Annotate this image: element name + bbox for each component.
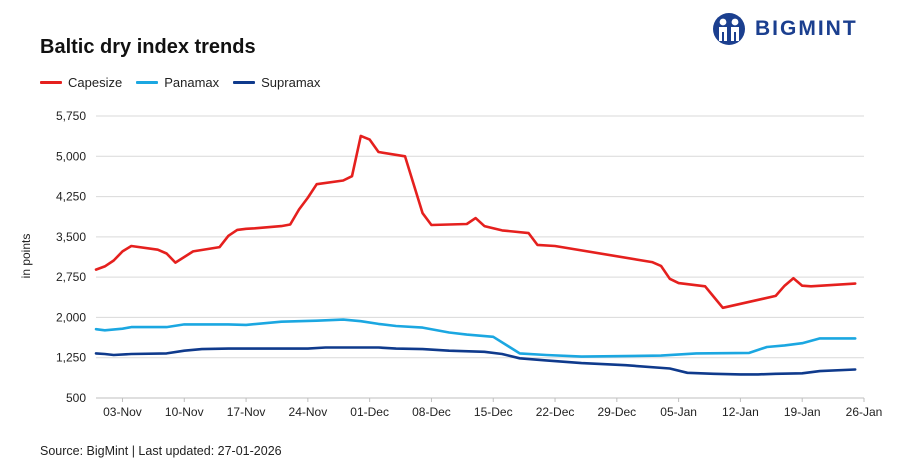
legend-swatch [40, 81, 62, 84]
x-tick-label: 24-Nov [289, 405, 328, 419]
legend-label: Panamax [164, 75, 220, 90]
y-tick-label: 4,250 [56, 190, 86, 204]
chart-legend: Capesize Panamax Supramax [40, 75, 320, 90]
chart-series-lines [94, 134, 857, 376]
x-tick-label: 15-Dec [474, 405, 513, 419]
chart-title: Baltic dry index trends [40, 36, 256, 58]
brand-logo: BIGMINT [709, 12, 858, 46]
x-tick-label: 01-Dec [350, 405, 389, 419]
legend-swatch [136, 81, 159, 84]
x-tick-label: 19-Jan [784, 405, 821, 419]
y-axis-label: in points [19, 234, 33, 279]
x-tick-label: 29-Dec [597, 405, 636, 419]
legend-item-supramax: Supramax [233, 75, 320, 90]
chart-axes: 500 1,250 2,000 2,750 3,500 4,250 5,000 5,750 03… [56, 109, 882, 419]
legend-label: Capesize [68, 75, 123, 90]
x-tick-label: 03-Nov [103, 405, 142, 419]
x-tick-label: 10-Nov [165, 405, 204, 419]
legend-item-panamax: Panamax [136, 75, 219, 90]
y-tick-label: 1,250 [56, 351, 86, 365]
y-tick-label: 3,500 [56, 230, 86, 244]
x-tick-label: 08-Dec [412, 405, 451, 419]
series-line-supramax [94, 346, 857, 376]
x-tick-label: 22-Dec [536, 405, 575, 419]
source-note: Source: BigMint | Last updated: 27-01-20… [40, 444, 282, 458]
y-tick-label: 5,000 [56, 149, 86, 163]
series-line-capesize [94, 134, 857, 310]
y-tick-label: 2,000 [56, 310, 86, 324]
x-tick-label: 17-Nov [227, 405, 266, 419]
legend-swatch [233, 81, 256, 84]
x-tick-label: 05-Jan [660, 405, 697, 419]
legend-label: Supramax [261, 75, 321, 90]
y-tick-label: 2,750 [56, 270, 86, 284]
bigmint-logo-icon [713, 13, 745, 45]
x-tick-label: 12-Jan [722, 405, 759, 419]
legend-item-capesize: Capesize [40, 75, 122, 90]
x-tick-label: 26-Jan [846, 405, 883, 419]
y-tick-label: 500 [66, 391, 86, 405]
y-tick-label: 5,750 [56, 109, 86, 123]
brand-name: BIGMINT [755, 17, 858, 40]
chart-gridlines [96, 115, 864, 359]
series-line-panamax [94, 318, 857, 358]
